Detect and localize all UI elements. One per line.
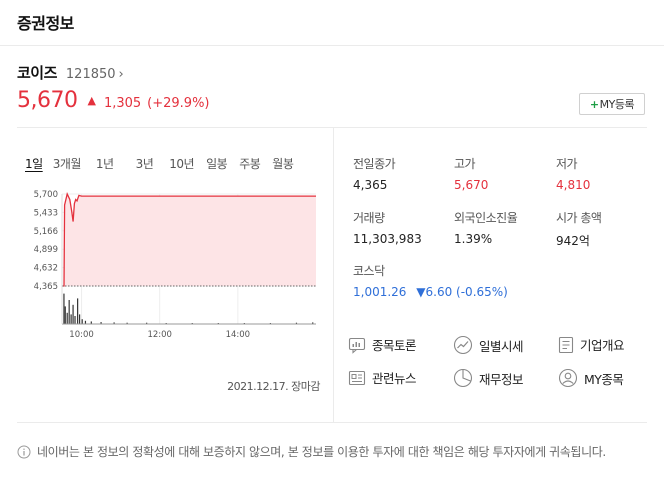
header: 증권정보 <box>0 0 664 46</box>
y-tick-label: 4,365 <box>34 282 58 292</box>
stock-name-link[interactable]: 코이즈 121850 › <box>17 62 124 83</box>
link-label[interactable]: MY종목 <box>584 371 624 387</box>
y-tick-label: 5,700 <box>34 190 58 200</box>
stock-name[interactable]: 코이즈 <box>17 64 57 82</box>
tab-1d[interactable]: 1일 <box>25 157 43 171</box>
index-value: 1,001.26 <box>353 285 407 299</box>
document-icon <box>558 336 574 353</box>
high-value: 5,670 <box>454 178 489 192</box>
market-cap-value: 942억 <box>556 234 590 248</box>
divider <box>17 422 647 423</box>
chart-date: 2021.12.17. 장마감 <box>227 380 320 393</box>
pie-chart-icon <box>453 368 473 388</box>
my-register-button[interactable]: + MY등록 <box>579 93 645 115</box>
price-change-percent: (+29.9%) <box>147 96 210 111</box>
tab-monthly[interactable]: 월봉 <box>272 157 294 171</box>
x-tick-label: 10:00 <box>69 330 94 340</box>
link-daily-price[interactable]: 일별시세 <box>453 335 524 355</box>
info-prev-close: 전일종가 4,365 <box>353 155 396 192</box>
news-icon <box>348 370 366 385</box>
info-volume: 거래량 11,303,983 <box>353 209 422 246</box>
stock-code[interactable]: 121850 <box>65 67 116 82</box>
link-my-stocks[interactable]: MY종목 <box>558 368 624 388</box>
low-label: 저가 <box>556 157 578 171</box>
foreign-label: 외국인소진율 <box>454 211 518 225</box>
volume-label: 거래량 <box>353 211 385 225</box>
y-tick-label: 4,632 <box>34 264 58 274</box>
divider <box>333 127 334 422</box>
tab-weekly[interactable]: 주봉 <box>239 157 261 171</box>
x-tick-label: 14:00 <box>226 330 251 340</box>
trend-icon <box>453 335 473 355</box>
tab-1y[interactable]: 1년 <box>95 157 114 171</box>
link-label[interactable]: 일별시세 <box>479 338 524 354</box>
price-row: 5,670 ▲ 1,305 (+29.9%) <box>17 88 210 113</box>
info-low: 저가 4,810 <box>556 155 590 192</box>
tab-daily[interactable]: 일봉 <box>206 157 228 171</box>
y-tick-label: 4,899 <box>34 245 58 255</box>
chat-icon <box>348 337 366 354</box>
y-tick-label: 5,166 <box>34 227 58 237</box>
info-index: 코스닥 1,001.26 ▼6.60 (-0.65%) <box>353 262 508 299</box>
intraday-chart[interactable]: 5,700 5,433 5,166 4,899 4,632 4,365 10:00 12:00… <box>20 180 320 350</box>
period-tabs: 1일 3개월 1년 3년 10년 일봉 주봉 월봉 <box>25 155 294 172</box>
info-foreign: 외국인소진율 1.39% <box>454 209 518 246</box>
index-change-percent: (-0.65%) <box>456 285 508 299</box>
link-label[interactable]: 종목토론 <box>372 338 417 353</box>
prev-close-value: 4,365 <box>353 178 388 192</box>
disclaimer-text: 네이버는 본 정보의 정확성에 대해 보증하지 않으며, 본 정보를 이용한 투… <box>37 445 606 459</box>
plus-icon: + <box>589 97 599 111</box>
x-tick-label: 12:00 <box>147 330 172 340</box>
link-related-news[interactable]: 관련뉴스 <box>348 368 417 387</box>
disclaimer: 네이버는 본 정보의 정확성에 대해 보증하지 않으며, 본 정보를 이용한 투… <box>17 444 649 461</box>
user-icon <box>558 368 578 388</box>
market-cap-label: 시가 총액 <box>556 211 602 225</box>
y-tick-label: 5,433 <box>34 208 58 218</box>
tab-10y[interactable]: 10년 <box>169 157 195 171</box>
link-company-overview[interactable]: 기업개요 <box>558 335 625 354</box>
price-change: 1,305 <box>103 96 142 111</box>
up-triangle-icon: ▲ <box>87 94 96 107</box>
link-financials[interactable]: 재무정보 <box>453 368 524 388</box>
chevron-right-icon[interactable]: › <box>118 67 124 82</box>
price-line <box>62 192 316 287</box>
tab-3y[interactable]: 3년 <box>135 157 154 171</box>
tab-3m[interactable]: 3개월 <box>52 157 82 171</box>
info-high: 고가 5,670 <box>454 155 488 192</box>
price-area <box>62 194 316 286</box>
current-price: 5,670 <box>17 88 78 113</box>
page-title: 증권정보 <box>17 14 74 33</box>
divider <box>17 127 647 128</box>
link-discussion[interactable]: 종목토론 <box>348 335 417 354</box>
low-value: 4,810 <box>556 178 591 192</box>
high-label: 고가 <box>454 157 476 171</box>
info-market-cap: 시가 총액 942억 <box>556 209 602 249</box>
prev-close-label: 전일종가 <box>353 157 396 171</box>
index-change: ▼6.60 <box>416 285 453 299</box>
foreign-value: 1.39% <box>454 232 493 246</box>
index-value-row: 1,001.26 ▼6.60 (-0.65%) <box>353 285 508 299</box>
info-icon <box>17 445 31 459</box>
link-label[interactable]: 관련뉴스 <box>372 371 417 386</box>
index-label: 코스닥 <box>353 264 385 278</box>
volume-value: 11,303,983 <box>353 232 422 246</box>
link-label[interactable]: 재무정보 <box>479 371 524 387</box>
link-label[interactable]: 기업개요 <box>580 338 625 353</box>
my-register-label: MY등록 <box>599 98 635 111</box>
